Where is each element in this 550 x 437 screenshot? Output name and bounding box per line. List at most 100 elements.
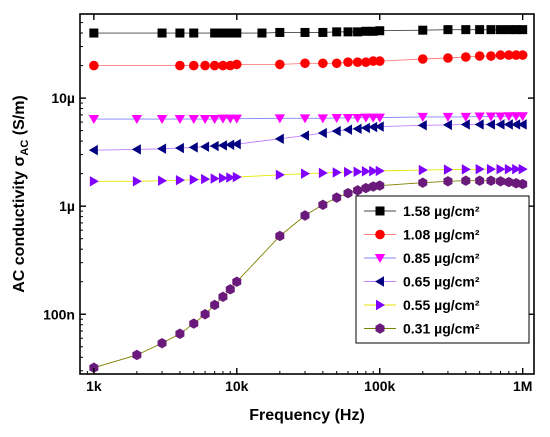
legend-marker [376, 299, 385, 311]
data-point [299, 114, 311, 124]
data-point [318, 58, 328, 69]
data-point [360, 122, 370, 134]
data-point [231, 114, 242, 124]
data-point [175, 328, 185, 339]
data-point [474, 112, 485, 122]
data-point [486, 51, 496, 61]
axis-ticks: 1k 10k 100k 1M 100n 1µ 10µ [43, 14, 534, 394]
data-point [225, 139, 235, 150]
data-point [201, 173, 211, 185]
data-point [232, 171, 242, 183]
data-point [318, 199, 328, 210]
data-point [503, 119, 513, 130]
data-point [200, 60, 210, 71]
y-axis-title: AC conductivity σAC (S/m) [11, 95, 31, 293]
data-point [353, 27, 363, 37]
data-point [210, 299, 220, 311]
data-point [460, 119, 470, 130]
data-point [188, 60, 199, 71]
data-point [517, 50, 528, 60]
data-point [275, 230, 285, 242]
legend-marker [375, 229, 385, 240]
data-point [511, 25, 521, 35]
data-point [374, 113, 385, 123]
data-point [418, 164, 428, 176]
data-point [217, 114, 229, 124]
data-point [332, 27, 342, 37]
data-point [368, 121, 378, 133]
legend-label: 1.08 µg/cm² [403, 227, 480, 243]
data-point [157, 337, 167, 349]
data-point [361, 182, 371, 194]
data-point [475, 163, 485, 175]
data-point [474, 51, 485, 61]
x-tick-label: 100k [364, 378, 395, 394]
data-point [226, 172, 236, 183]
legend-label: 0.55 µg/cm² [403, 297, 480, 313]
data-point [442, 119, 452, 131]
data-point [504, 50, 514, 60]
series-markers [88, 25, 528, 373]
data-point [232, 276, 242, 287]
data-point [157, 28, 167, 38]
data-point [175, 28, 185, 38]
legend-marker [375, 206, 385, 216]
data-point [88, 144, 98, 156]
data-point [257, 28, 267, 38]
data-point [460, 112, 471, 122]
data-point [368, 26, 378, 36]
legend-marker [375, 276, 384, 287]
data-point [299, 130, 309, 141]
data-point [475, 175, 485, 186]
data-point [225, 28, 235, 38]
data-point [131, 144, 141, 155]
data-point [461, 25, 471, 35]
legend: 1.58 µg/cm² 1.08 µg/cm² 0.85 µg/cm² 0.65 µg… [355, 195, 530, 344]
legend-marker [375, 323, 385, 334]
data-point [517, 112, 528, 122]
y-axis-title-unit: (S/m) [11, 95, 28, 139]
data-point [512, 163, 522, 175]
data-point [352, 123, 362, 134]
data-point [174, 142, 184, 154]
data-point [231, 138, 241, 150]
data-point [443, 176, 453, 187]
data-point [375, 180, 385, 191]
data-point [342, 113, 354, 123]
data-point [353, 166, 363, 178]
data-point [504, 176, 514, 188]
data-point [352, 113, 363, 123]
data-point [231, 59, 242, 70]
data-point [443, 164, 453, 175]
data-point [188, 115, 199, 125]
data-point [318, 27, 328, 37]
data-point [361, 57, 371, 67]
data-point [343, 187, 353, 199]
legend-label: 0.31 µg/cm² [403, 321, 480, 337]
data-point [374, 56, 385, 66]
data-point [496, 176, 506, 187]
data-point [332, 167, 342, 178]
data-point [200, 309, 210, 320]
y-axis-title-main: AC conductivity σ [11, 156, 28, 293]
data-point [504, 25, 514, 35]
data-point [275, 59, 285, 70]
data-point [417, 120, 427, 131]
data-point [518, 25, 528, 35]
data-point [504, 163, 514, 175]
data-point [89, 176, 99, 187]
series-line-4 [93, 124, 523, 151]
data-point [89, 28, 99, 38]
data-point [331, 58, 342, 69]
data-point [361, 166, 371, 177]
data-point [518, 163, 528, 175]
data-point [175, 60, 185, 71]
data-point [475, 25, 485, 35]
data-point [474, 119, 484, 130]
data-point [418, 177, 428, 188]
data-point [375, 26, 385, 36]
data-point [318, 167, 328, 179]
data-point [225, 284, 235, 295]
data-point [343, 124, 353, 135]
